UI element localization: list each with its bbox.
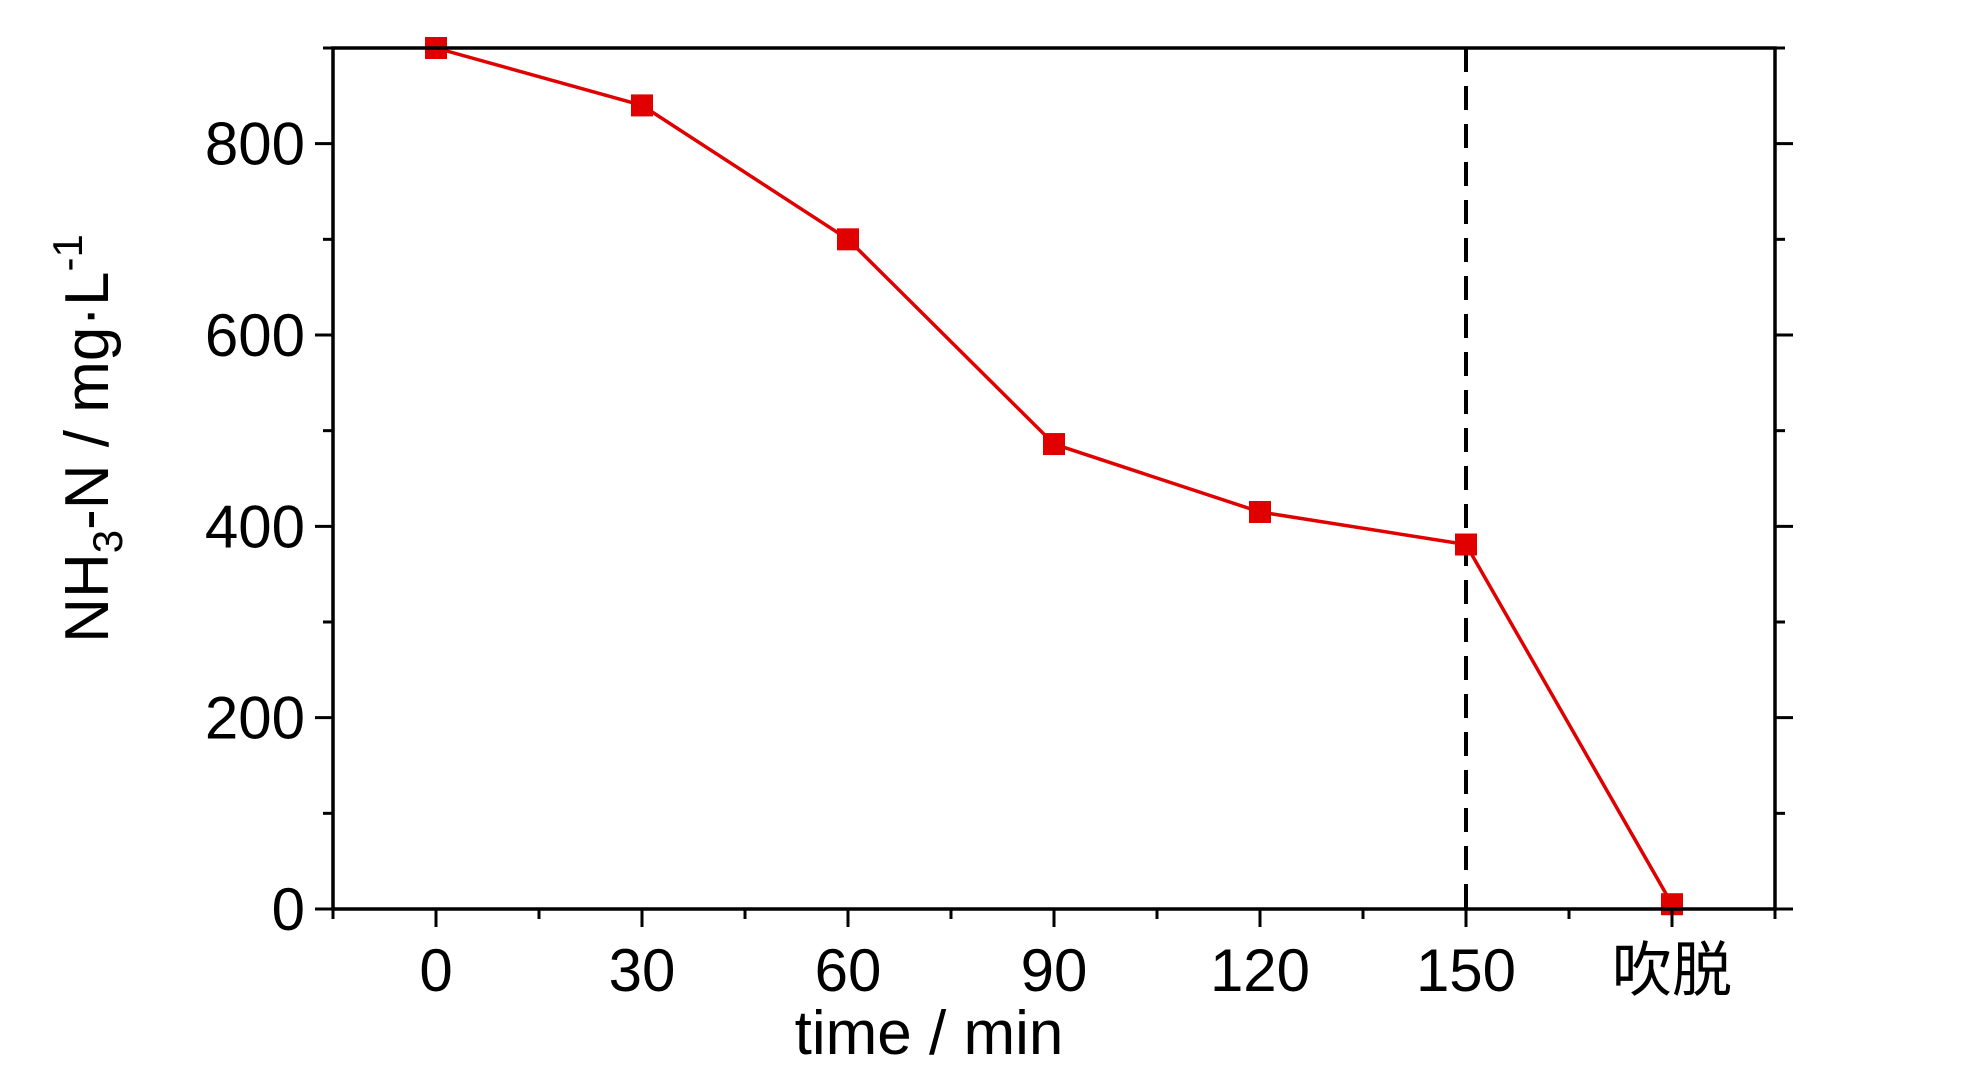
series-line xyxy=(435,46,1674,906)
data-point-marker xyxy=(837,228,859,251)
y-tick-label: 200 xyxy=(205,685,305,752)
y-axis-title: NH3-N / mg·L-1 xyxy=(44,234,131,643)
series-layer xyxy=(425,37,1683,916)
data-point-marker xyxy=(1043,433,1065,456)
x-tick-label: 30 xyxy=(609,937,676,1004)
x-tick-label: 120 xyxy=(1210,937,1310,1004)
x-tick-label: 90 xyxy=(1021,937,1088,1004)
y-axis-title-middle: -N / mg·L xyxy=(53,272,122,530)
data-point-marker xyxy=(1455,533,1477,556)
x-tick-label: 吹脱 xyxy=(1612,937,1732,1004)
data-point-marker xyxy=(631,94,653,117)
y-axis-title-superscript: -1 xyxy=(44,234,91,271)
x-tick-label: 60 xyxy=(815,937,882,1004)
y-tick-label: 0 xyxy=(272,876,305,943)
x-axis-title: time / min xyxy=(795,999,1064,1062)
data-point-marker xyxy=(1249,500,1271,523)
labels-layer: 0 200 400 600 800 0 30 60 90 120 150 吹脱 xyxy=(205,111,1732,1004)
axes-layer xyxy=(315,46,1793,927)
y-axis-title-subscript: 3 xyxy=(84,530,131,553)
y-axis-title-base: NH xyxy=(53,553,122,643)
x-tick-label: 0 xyxy=(419,937,452,1004)
x-tick-label: 150 xyxy=(1416,937,1516,1004)
y-tick-label: 800 xyxy=(205,111,305,178)
y-tick-label: 400 xyxy=(205,493,305,560)
y-tick-label: 600 xyxy=(205,302,305,369)
plot-frame xyxy=(331,46,1777,911)
